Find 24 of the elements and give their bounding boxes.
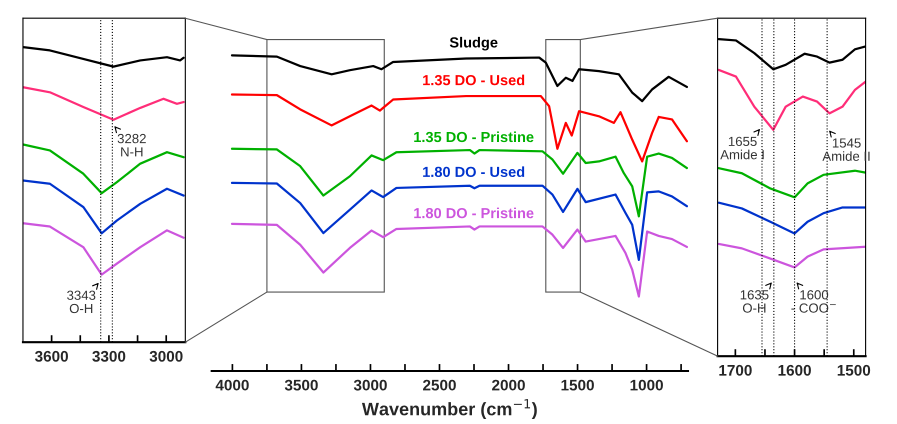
series-label: 1.80 DO - Used [423,166,524,178]
x-tick-label: 3600 [34,350,68,362]
x-tick-label: 3000 [150,350,183,362]
x-tick-label: 3000 [354,380,387,391]
x-tick-label: 1700 [719,364,752,376]
x-tick-label: 2000 [492,380,525,391]
annotation: 1635 O-H [740,290,769,313]
x-tick-label: 2500 [423,380,456,391]
series-label: 1.35 DO - Pristine [414,131,534,142]
x-tick-label: 3500 [284,380,318,391]
annotation: 1600 - COO$^{−}$ [791,290,836,313]
x-tick-label: 1500 [562,380,594,391]
series-label: Sludge [450,36,498,51]
series-label: 1.80 DO - Pristine [414,208,534,218]
series-label: 1.35 DO - Used [423,74,524,86]
x-tick-label: 1000 [630,380,663,391]
annotation: 1655 Amide I [720,136,764,160]
x-tick-label: 4000 [216,380,249,391]
x-tick-label: 1600 [778,364,811,376]
x-tick-label: 3300 [92,350,126,362]
annotation: 3282 N-H [118,134,146,156]
annotation: 3343 O-H [67,290,96,314]
x-axis-title: Wavenumber (cm$^{−1}$) [362,399,537,420]
x-tick-label: 1500 [838,364,870,376]
